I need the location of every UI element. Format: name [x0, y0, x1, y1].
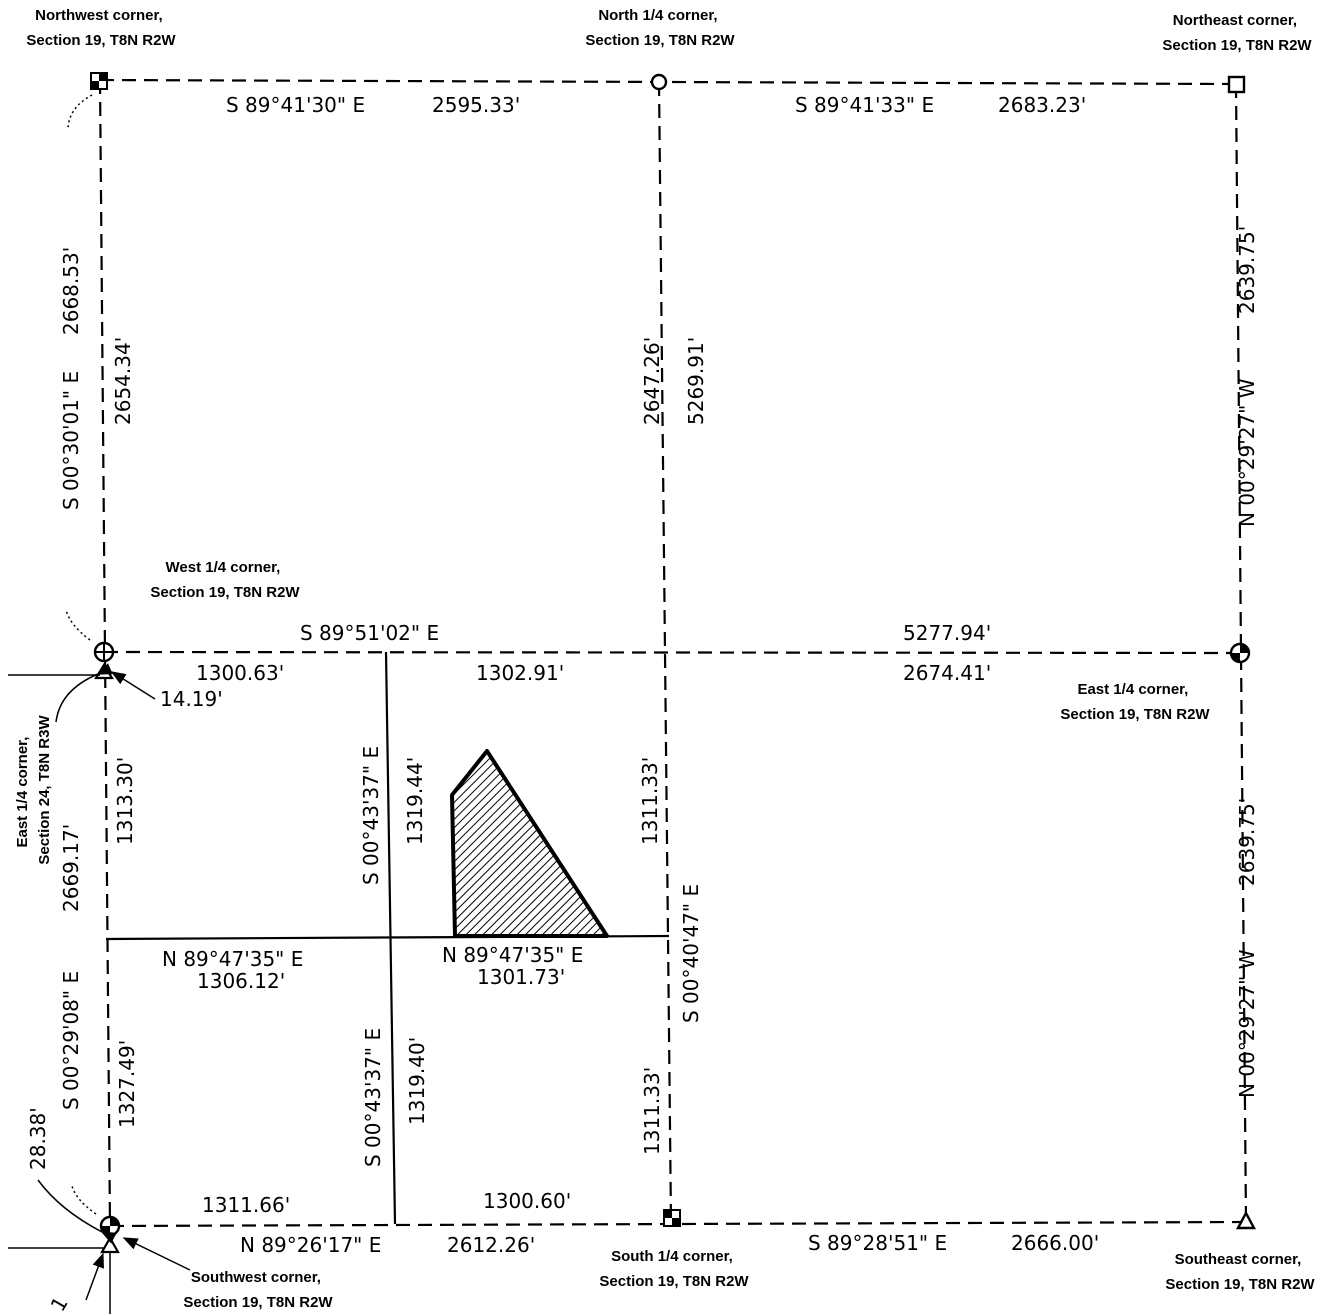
center-north-south-line: [657, 81, 673, 1223]
center-west-1-distance: 1300.63': [196, 661, 284, 685]
center-line-bearing: S 89°51'02" E: [300, 621, 439, 645]
east-upper-bearing: N 00°29'27" W: [1235, 378, 1259, 527]
mid-west-bearing: N 89°47'35" E: [162, 947, 303, 971]
south-line: [109, 1220, 1247, 1228]
east-lower-bearing: N 00°29'27" W: [1235, 949, 1259, 1098]
center-vertical-total-distance: 5269.91': [684, 337, 708, 425]
partial-bottom-label: 1: [46, 1292, 73, 1314]
inner-lower-bearing: S 00°43'37" E: [361, 1028, 385, 1167]
north-quarter-corner-label: North 1/4 corner, Section 19, T8N R2W: [585, 7, 735, 49]
mid-west-distance: 1306.12': [197, 969, 285, 993]
northwest-corner-label: Northwest corner, Section 19, T8N R2W: [26, 7, 176, 49]
east-line: [1234, 83, 1248, 1223]
north-line: [99, 78, 1237, 86]
north-east-half-bearing: S 89°41'33" E: [795, 93, 934, 117]
inner-lower-distance: 1319.40': [405, 1037, 429, 1125]
south-west-2-distance: 1300.60': [483, 1189, 571, 1213]
west-upper-bearing: S 00°30'01" E: [59, 371, 83, 510]
west-quarter-corner-label: West 1/4 corner, Section 19, T8N R2W: [150, 559, 300, 601]
northeast-corner-marker-icon: [1227, 75, 1246, 94]
center-east-west-line: [103, 650, 1241, 655]
southwest-corner-label: Southwest corner, Section 19, T8N R2W: [183, 1269, 333, 1311]
east-quarter-corner-marker-icon: [1229, 642, 1251, 664]
center-vertical-q2-distance: 1311.33': [640, 1067, 664, 1155]
west-upper-total-distance: 2668.53': [59, 247, 83, 335]
inner-upper-bearing: S 00°43'37" E: [359, 746, 383, 885]
north-east-half-distance: 2683.23': [998, 93, 1086, 117]
northwest-corner-marker-icon: [90, 72, 108, 90]
west-lower-bearing: S 00°29'08" E: [59, 971, 83, 1110]
south-quarter-corner-marker-icon: [663, 1209, 681, 1227]
inner-sixteenth-line: [384, 651, 397, 1225]
southeast-corner-marker-icon: [1236, 1210, 1256, 1230]
tie-lines: [8, 94, 191, 1314]
west-lower-lower-distance: 1327.49': [115, 1040, 139, 1128]
west-quarter-offset-distance: 14.19': [160, 687, 223, 711]
east-quarter-sec24-marker-icon: [94, 662, 114, 680]
east-lower-distance: 2639.75': [1235, 798, 1259, 886]
southwest-offset-distance: 28.38': [26, 1107, 50, 1170]
mid-center-bearing: N 89°47'35" E: [442, 943, 583, 967]
center-total-distance: 5277.94': [903, 621, 991, 645]
west-upper-inner-distance: 2654.34': [111, 337, 135, 425]
southwest-corner-marker-icon: [99, 1215, 121, 1237]
north-west-half-bearing: S 89°41'30" E: [226, 93, 365, 117]
south-west-half-distance: 2612.26': [447, 1233, 535, 1257]
center-vertical-bearing: S 00°40'47" E: [679, 884, 703, 1023]
center-vertical-upper-distance: 2647.26': [640, 337, 664, 425]
northeast-corner-label: Northeast corner, Section 19, T8N R2W: [1162, 12, 1312, 54]
south-west-half-bearing: N 89°26'17" E: [240, 1233, 381, 1257]
north-west-half-distance: 2595.33': [432, 93, 520, 117]
center-west-2-distance: 1302.91': [476, 661, 564, 685]
center-east-distance: 2674.41': [903, 661, 991, 685]
south-east-half-distance: 2666.00': [1011, 1231, 1099, 1255]
west-quarter-corner-marker-icon: [93, 641, 115, 663]
south-east-half-bearing: S 89°28'51" E: [808, 1231, 947, 1255]
south-quarter-corner-label: South 1/4 corner, Section 19, T8N R2W: [599, 1248, 749, 1290]
mid-center-distance: 1301.73': [477, 965, 565, 989]
east-quarter-corner-label: East 1/4 corner, Section 19, T8N R2W: [1060, 681, 1210, 723]
inner-upper-distance: 1319.44': [403, 757, 427, 845]
southeast-corner-label: Southeast corner, Section 19, T8N R2W: [1165, 1251, 1315, 1293]
interior-lines: [103, 81, 1241, 1225]
southwest-offset-marker-icon: [100, 1235, 120, 1254]
east-upper-distance: 2639.75': [1235, 226, 1259, 314]
south-west-1-distance: 1311.66': [202, 1193, 290, 1217]
west-lower-total-distance: 2669.17': [59, 824, 83, 912]
center-vertical-q1-distance: 1311.33': [638, 757, 662, 845]
west-lower-upper-distance: 1313.30': [113, 757, 137, 845]
north-quarter-corner-marker-icon: [650, 73, 668, 91]
subject-parcel: [450, 749, 609, 938]
east-quarter-sec24-label: East 1/4 corner, Section 24, T8N R3W: [14, 715, 53, 865]
